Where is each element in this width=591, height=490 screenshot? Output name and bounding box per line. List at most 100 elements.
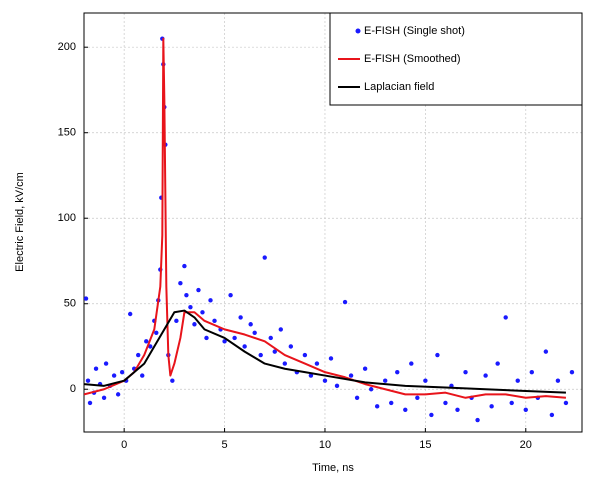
data-point <box>503 315 508 320</box>
data-point <box>85 378 91 383</box>
data-point <box>489 404 494 409</box>
legend-box <box>329 12 583 106</box>
data-point <box>200 310 205 315</box>
data-point <box>543 349 549 354</box>
data-point <box>308 373 314 378</box>
data-point <box>184 292 189 298</box>
data-point <box>314 361 320 366</box>
data-point <box>101 395 107 400</box>
data-point <box>302 352 308 358</box>
x-tick-label: 10 <box>319 439 331 451</box>
data-point <box>334 383 340 389</box>
data-point <box>409 361 414 366</box>
data-point <box>154 330 159 336</box>
data-point <box>463 369 468 375</box>
data-point <box>84 296 89 301</box>
data-point <box>222 339 227 344</box>
data-point <box>174 318 179 324</box>
legend-label: E-FISH (Single shot) <box>364 25 465 37</box>
plot-area <box>84 36 575 423</box>
data-line <box>84 309 566 394</box>
data-point <box>212 318 217 324</box>
data-point <box>368 387 374 392</box>
y-tick-label: 200 <box>58 41 76 53</box>
data-point <box>136 352 141 358</box>
data-point <box>262 255 267 260</box>
data-point <box>348 373 354 378</box>
data-point <box>144 339 149 344</box>
data-point <box>403 407 408 412</box>
data-point <box>383 378 388 383</box>
data-point <box>374 404 380 409</box>
data-point <box>443 400 448 406</box>
data-point <box>272 349 277 354</box>
data-point <box>248 322 253 327</box>
data-point <box>252 330 257 336</box>
data-point <box>423 378 428 383</box>
y-tick-label: 50 <box>64 298 76 310</box>
data-point <box>389 400 394 406</box>
data-point <box>278 327 283 332</box>
legend-marker <box>355 28 361 34</box>
data-point <box>455 407 460 412</box>
data-point <box>238 315 243 320</box>
data-point <box>555 378 561 383</box>
data-point <box>188 304 193 310</box>
data-point <box>475 417 480 423</box>
x-tick-label: 20 <box>520 439 532 451</box>
legend-label: E-FISH (Smoothed) <box>364 53 461 65</box>
data-point <box>148 344 153 349</box>
data-point <box>111 373 117 378</box>
data-point <box>178 281 183 286</box>
data-point <box>435 352 440 358</box>
data-point <box>395 369 400 375</box>
x-axis-label: Time, ns <box>312 462 354 474</box>
y-tick-label: 100 <box>58 212 76 224</box>
data-point <box>87 400 93 406</box>
data-point <box>170 378 175 383</box>
data-point <box>415 395 420 400</box>
data-point <box>242 344 247 349</box>
y-axis-label: Electric Field, kV/cm <box>14 172 26 272</box>
data-point <box>268 335 273 341</box>
data-point <box>182 263 187 269</box>
y-tick-label: 150 <box>58 127 76 139</box>
x-tick-label: 0 <box>121 439 127 451</box>
data-point <box>483 373 488 378</box>
data-point <box>115 392 121 397</box>
data-point <box>119 369 125 375</box>
data-point <box>342 299 348 305</box>
data-point <box>529 369 534 375</box>
data-point <box>103 361 109 366</box>
data-line <box>84 37 567 399</box>
data-point <box>523 407 528 412</box>
data-point <box>563 400 569 406</box>
data-point <box>196 287 201 293</box>
y-tick-label: 0 <box>70 383 76 395</box>
data-point <box>228 292 233 298</box>
data-point <box>569 369 575 375</box>
data-point <box>208 298 213 303</box>
data-point <box>328 356 334 361</box>
x-tick-label: 5 <box>222 439 228 451</box>
data-point <box>515 378 520 383</box>
x-tick-label: 15 <box>419 439 431 451</box>
data-point <box>495 361 500 366</box>
data-point <box>204 335 209 341</box>
legend-label: Laplacian field <box>364 81 434 93</box>
data-point <box>509 400 514 406</box>
data-point <box>282 361 288 366</box>
data-point <box>354 395 360 400</box>
data-point <box>93 366 99 371</box>
data-point <box>192 322 197 327</box>
data-point <box>549 412 555 418</box>
data-point <box>232 335 237 341</box>
data-point <box>127 311 133 317</box>
data-point <box>140 373 145 378</box>
data-point <box>322 378 328 383</box>
data-point <box>362 366 368 371</box>
data-point <box>288 344 294 349</box>
data-point <box>429 412 434 418</box>
